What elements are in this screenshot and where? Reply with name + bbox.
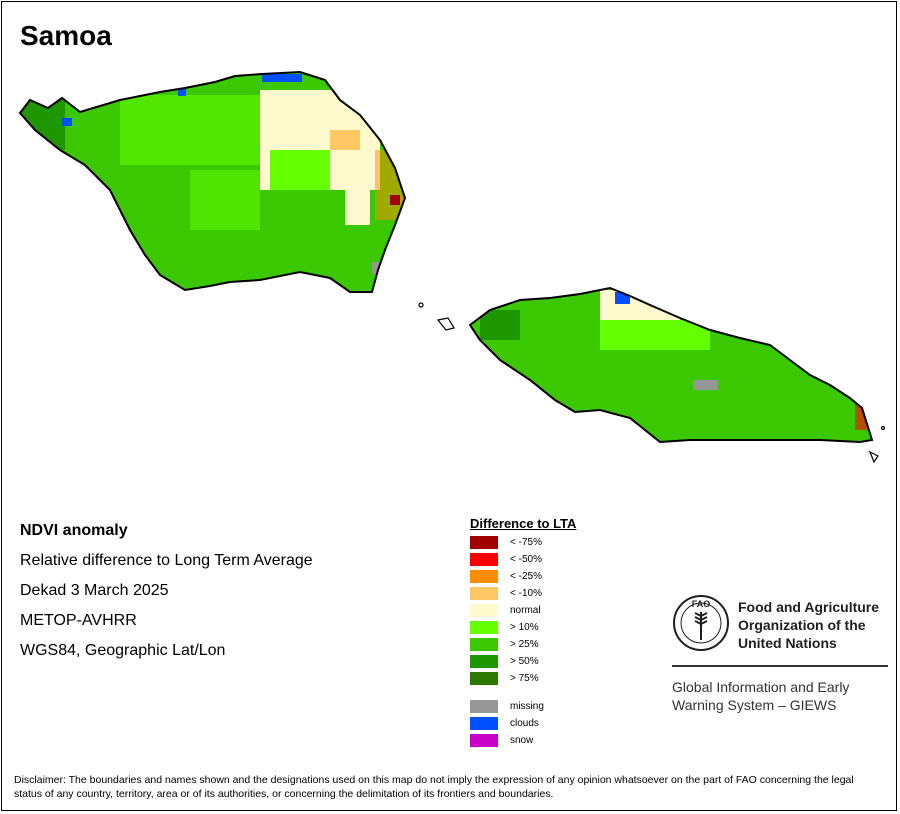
legend-label: normal (510, 605, 541, 616)
legend-item: > 50% (470, 655, 539, 668)
legend-item: > 10% (470, 621, 539, 634)
legend-swatch (470, 570, 498, 583)
savaii-island (15, 70, 410, 295)
legend-label: > 50% (510, 656, 539, 667)
legend-swatch (470, 734, 498, 747)
legend-label: < -25% (510, 571, 542, 582)
legend-label: > 10% (510, 622, 539, 633)
legend-swatch (470, 638, 498, 651)
legend-label: missing (510, 701, 544, 712)
legend-item: < -10% (470, 587, 542, 600)
product-description: Relative difference to Long Term Average (20, 552, 313, 570)
fao-logo-icon: FAO (672, 594, 732, 654)
legend-item: missing (470, 700, 544, 713)
legend-label: clouds (510, 718, 539, 729)
legend-item: < -75% (470, 536, 542, 549)
organization-name-line3: United Nations (738, 634, 898, 652)
legend-label: < -10% (510, 588, 542, 599)
legend-swatch (470, 700, 498, 713)
disclaimer: Disclaimer: The boundaries and names sho… (14, 773, 884, 801)
organization-name-line2: Organization of the (738, 616, 898, 634)
giews-line2: Warning System – GIEWS (672, 696, 888, 714)
legend-label: snow (510, 735, 533, 746)
legend-label: < -75% (510, 537, 542, 548)
legend-swatch (470, 655, 498, 668)
legend-label: < -50% (510, 554, 542, 565)
product-projection: WGS84, Geographic Lat/Lon (20, 642, 225, 660)
divider (672, 665, 888, 667)
legend-swatch (470, 553, 498, 566)
legend-title: Difference to LTA (470, 516, 576, 531)
legend-swatch (470, 604, 498, 617)
map-title: Samoa (20, 20, 112, 52)
legend-swatch (470, 717, 498, 730)
giews-label: Global Information and Early Warning Sys… (672, 678, 888, 714)
legend-item: snow (470, 734, 533, 747)
legend-item: < -25% (470, 570, 542, 583)
legend-swatch (470, 621, 498, 634)
legend-item: > 25% (470, 638, 539, 651)
legend-label: > 25% (510, 639, 539, 650)
legend-label: > 75% (510, 673, 539, 684)
product-name: NDVI anomaly (20, 522, 128, 540)
legend-swatch (470, 587, 498, 600)
legend-item: > 75% (470, 672, 539, 685)
product-date: Dekad 3 March 2025 (20, 582, 169, 600)
legend-item: clouds (470, 717, 539, 730)
product-sensor: METOP-AVHRR (20, 612, 137, 630)
giews-line1: Global Information and Early (672, 678, 888, 696)
legend-item: < -50% (470, 553, 542, 566)
map-canvas (0, 0, 900, 500)
organization-name: Food and Agriculture Organization of the… (738, 598, 898, 652)
organization-name-line1: Food and Agriculture (738, 598, 898, 616)
legend-swatch (470, 672, 498, 685)
legend-swatch (470, 536, 498, 549)
svg-text:FAO: FAO (692, 599, 711, 609)
legend-item: normal (470, 604, 541, 617)
upolu-island (465, 285, 875, 445)
